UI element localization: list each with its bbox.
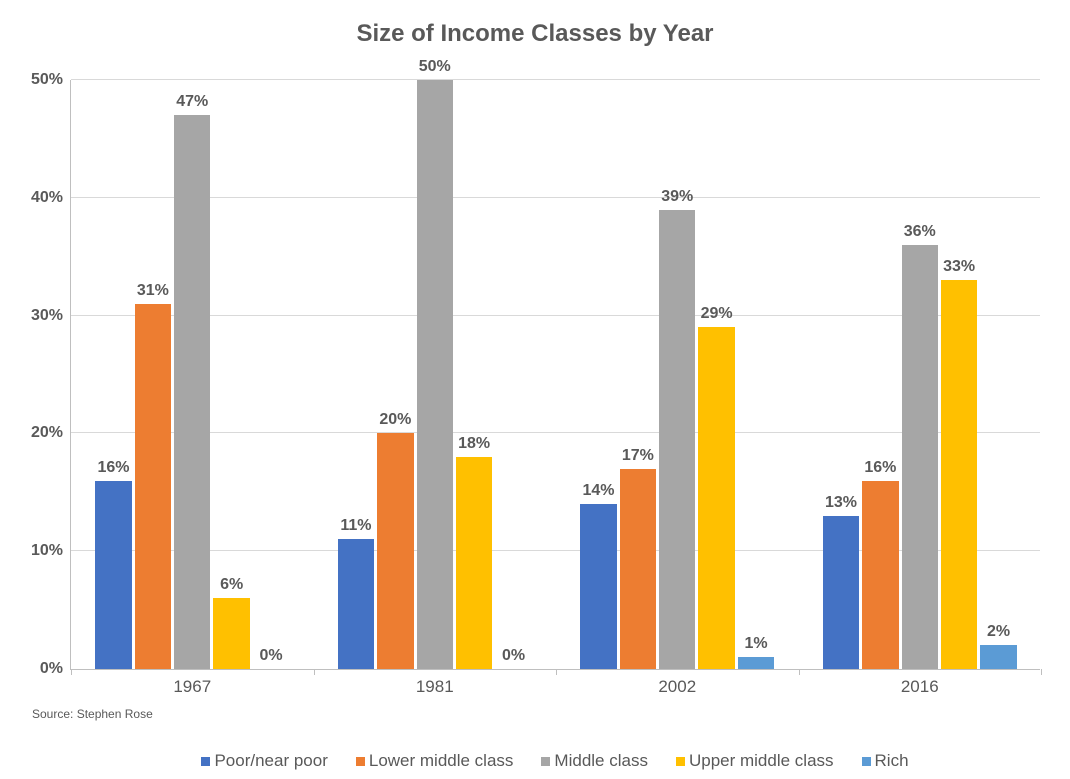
- legend-label: Rich: [875, 751, 909, 771]
- bar-wrap: 47%: [174, 80, 210, 669]
- bar-value-label: 36%: [904, 223, 936, 245]
- legend-label: Middle class: [554, 751, 648, 771]
- bar-value-label: 18%: [458, 435, 490, 457]
- bar-group: 14%17%39%29%1%: [580, 80, 774, 669]
- legend-swatch: [541, 757, 550, 766]
- bar: 50%: [417, 80, 453, 669]
- bar: 16%: [95, 481, 131, 669]
- legend-swatch: [676, 757, 685, 766]
- legend-label: Lower middle class: [369, 751, 514, 771]
- bar: 29%: [698, 327, 734, 669]
- bar-value-label: 14%: [582, 482, 614, 504]
- x-tick-mark: [71, 669, 72, 675]
- legend-item: Lower middle class: [356, 751, 514, 771]
- bar-wrap: 50%: [417, 80, 453, 669]
- legend-swatch: [862, 757, 871, 766]
- bar: 11%: [338, 539, 374, 669]
- bar-wrap: 17%: [620, 80, 656, 669]
- bar-value-label: 13%: [825, 494, 857, 516]
- bar: 6%: [213, 598, 249, 669]
- legend-swatch: [201, 757, 210, 766]
- bar-wrap: 16%: [862, 80, 898, 669]
- bar-value-label: 29%: [701, 305, 733, 327]
- legend-item: Middle class: [541, 751, 648, 771]
- bar-value-label: 31%: [137, 282, 169, 304]
- x-tick-mark: [556, 669, 557, 675]
- bar: 16%: [862, 481, 898, 669]
- bar: 17%: [620, 469, 656, 669]
- bar: 39%: [659, 210, 695, 669]
- bar-wrap: 14%: [580, 80, 616, 669]
- bar-value-label: 11%: [340, 517, 371, 539]
- y-tick-label: 30%: [31, 307, 71, 325]
- bar: 13%: [823, 516, 859, 669]
- bar-value-label: 16%: [864, 459, 896, 481]
- bar: 31%: [135, 304, 171, 669]
- legend-label: Poor/near poor: [214, 751, 327, 771]
- legend-item: Poor/near poor: [201, 751, 327, 771]
- bar: 33%: [941, 280, 977, 669]
- bar-value-label: 20%: [379, 411, 411, 433]
- bar-wrap: 13%: [823, 80, 859, 669]
- bar: 18%: [456, 457, 492, 669]
- bar-wrap: 33%: [941, 80, 977, 669]
- chart-title: Size of Income Classes by Year: [0, 0, 1070, 58]
- x-tick-mark: [1041, 669, 1042, 675]
- bar-group: 11%20%50%18%0%: [338, 80, 532, 669]
- y-tick-label: 50%: [31, 71, 71, 89]
- source-note: Source: Stephen Rose: [32, 707, 153, 721]
- bar-wrap: 16%: [95, 80, 131, 669]
- bar-value-label: 17%: [622, 447, 654, 469]
- y-tick-label: 10%: [31, 542, 71, 560]
- bar-value-label: 16%: [97, 459, 129, 481]
- bar-group: 13%16%36%33%2%: [823, 80, 1017, 669]
- bar: 2%: [980, 645, 1016, 669]
- legend-item: Rich: [862, 751, 909, 771]
- bar-wrap: 0%: [495, 80, 531, 669]
- bar: 14%: [580, 504, 616, 669]
- bar-value-label: 33%: [943, 258, 975, 280]
- bar-value-label: 0%: [259, 647, 282, 669]
- bar-wrap: 2%: [980, 80, 1016, 669]
- bar-wrap: 36%: [902, 80, 938, 669]
- bar-value-label: 0%: [502, 647, 525, 669]
- bar-group: 16%31%47%6%0%: [95, 80, 289, 669]
- bar-value-label: 2%: [987, 623, 1010, 645]
- x-tick-label: 2016: [901, 669, 939, 697]
- chart-container: Size of Income Classes by Year 0% 10% 20% 3…: [0, 0, 1070, 779]
- x-tick-label: 1967: [173, 669, 211, 697]
- bar-wrap: 11%: [338, 80, 374, 669]
- bar-wrap: 31%: [135, 80, 171, 669]
- x-tick-mark: [314, 669, 315, 675]
- y-tick-label: 40%: [31, 189, 71, 207]
- x-tick-label: 1981: [416, 669, 454, 697]
- bar-wrap: 29%: [698, 80, 734, 669]
- x-tick-label: 2002: [658, 669, 696, 697]
- bar: 36%: [902, 245, 938, 669]
- bar: 47%: [174, 115, 210, 669]
- legend-swatch: [356, 757, 365, 766]
- bar-value-label: 50%: [419, 58, 451, 80]
- bar-value-label: 39%: [661, 188, 693, 210]
- legend: Poor/near poor Lower middle class Middle c…: [70, 751, 1040, 771]
- plot-area: 0%10%20%30%40%50%196716%31%47%6%0%198111…: [70, 80, 1040, 670]
- legend-label: Upper middle class: [689, 751, 834, 771]
- bar-wrap: 18%: [456, 80, 492, 669]
- bar-wrap: 1%: [738, 80, 774, 669]
- y-tick-label: 20%: [31, 424, 71, 442]
- bar: 20%: [377, 433, 413, 669]
- legend-item: Upper middle class: [676, 751, 834, 771]
- bar-wrap: 0%: [253, 80, 289, 669]
- bar-value-label: 6%: [220, 576, 243, 598]
- x-tick-mark: [799, 669, 800, 675]
- y-tick-label: 0%: [40, 660, 71, 678]
- bar-value-label: 1%: [744, 635, 767, 657]
- bar-value-label: 47%: [176, 93, 208, 115]
- bar-wrap: 6%: [213, 80, 249, 669]
- bar-wrap: 39%: [659, 80, 695, 669]
- bar-wrap: 20%: [377, 80, 413, 669]
- bar: 1%: [738, 657, 774, 669]
